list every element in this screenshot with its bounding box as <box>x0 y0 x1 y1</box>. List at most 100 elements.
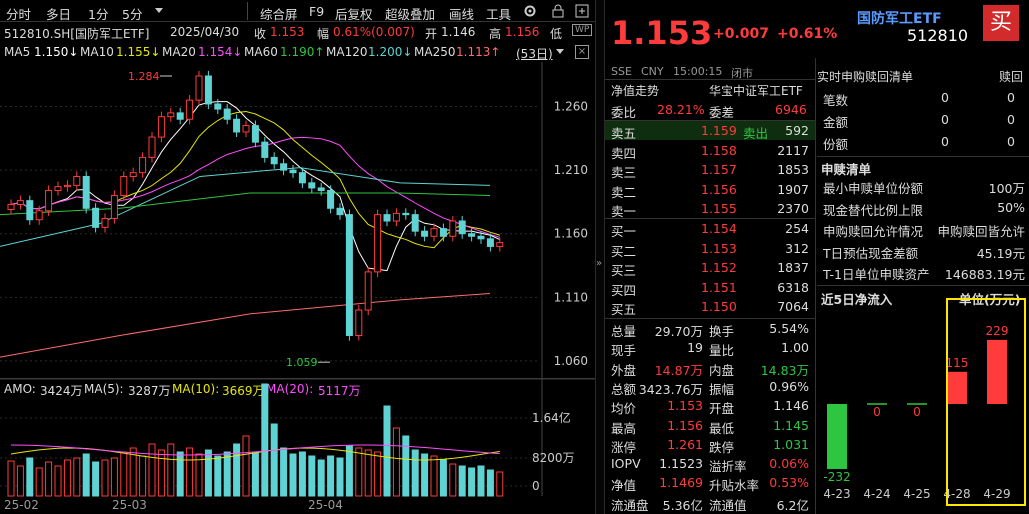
order-book-row[interactable]: 买三 1.152 1837 <box>605 258 815 278</box>
candle-body <box>308 182 316 189</box>
order-book-row[interactable]: 卖四 1.158 2117 <box>605 141 815 161</box>
candle-body <box>392 212 400 222</box>
quote-info-bar: 512810.SH[国防军工ETF] 2025/04/30 收 1.153 幅 … <box>0 22 595 42</box>
order-book-row[interactable]: 卖一 1.155 2370 <box>605 199 815 219</box>
ratio-value: 28.21% <box>657 102 705 117</box>
draw-line-button[interactable]: 画线 <box>449 7 475 22</box>
sub-value: 45.19元 <box>976 245 1025 261</box>
close-value: 1.153 <box>270 25 305 39</box>
order-book-row[interactable]: 买一 1.154 254 <box>605 219 815 239</box>
volume-bar <box>73 457 81 497</box>
stat-label: 振幅 <box>709 381 735 397</box>
volume-bar <box>26 457 34 497</box>
tools-button[interactable]: 工具 <box>486 7 512 22</box>
volume-legend: AMO: 3424万 MA(5): 3287万 MA(10): 3669万 MA… <box>0 380 595 398</box>
chevron-down-icon[interactable] <box>556 49 564 54</box>
level-volume: 312 <box>785 240 809 256</box>
chevron-down-icon[interactable] <box>155 8 163 13</box>
tab-1min[interactable]: 1分 <box>88 7 109 22</box>
stat-label: 内盘 <box>709 362 735 378</box>
close-icon[interactable]: × <box>575 45 589 59</box>
kline-chart[interactable]: 1.060 1.110 1.160 1.210 1.260 1.284 1.059 <box>0 62 595 380</box>
level-label: 卖三 <box>611 165 637 180</box>
date-tick: 25-04 <box>308 498 343 512</box>
collapse-arrow-icon[interactable]: » <box>596 258 603 269</box>
lock-icon[interactable] <box>550 3 566 19</box>
tab-issuer[interactable]: 华宝中证军工ETF <box>709 84 803 98</box>
order-book-row[interactable]: 卖五 1.159 卖出 592 <box>605 121 815 141</box>
close-label: 收 <box>254 27 267 41</box>
volume-bar <box>82 453 90 497</box>
candle-body <box>345 214 353 336</box>
order-book-row[interactable]: 买二 1.153 312 <box>605 239 815 259</box>
inflow-value-label: 115 <box>946 356 969 370</box>
toolbar-divider <box>247 2 248 20</box>
volume-chart[interactable]: 1.64亿 8200万 0 <box>0 378 595 498</box>
price-change-pct: +0.61% <box>777 26 838 42</box>
gear-icon[interactable] <box>522 3 538 19</box>
level-price: 1.151 <box>701 279 737 295</box>
back-adjust-button[interactable]: 后复权 <box>335 7 373 22</box>
ma250-line <box>0 293 491 358</box>
order-book-row[interactable]: 卖二 1.156 1907 <box>605 180 815 200</box>
stat-label: 升贴水率 <box>709 478 760 494</box>
tab-intraday[interactable]: 分时 <box>6 7 32 22</box>
super-overlay-button[interactable]: 超级叠加 <box>385 7 436 22</box>
sub-rows: 最小申赎单位份额 100万 现金替代比例上限 50% 申购赎回允许情况 申购赎回皆允… <box>817 176 1029 286</box>
inflow-value-label: -232 <box>823 470 850 484</box>
candle-body <box>355 309 363 336</box>
tab-5min[interactable]: 5分 <box>122 7 143 22</box>
info-date: 2025/04/30 <box>170 25 240 39</box>
volume-bar <box>186 447 194 497</box>
order-book-row[interactable]: 买四 1.151 6318 <box>605 278 815 298</box>
level-volume: 7064 <box>777 299 809 314</box>
candle-body <box>242 125 250 133</box>
level-price: 1.156 <box>701 181 737 197</box>
level-volume: 1853 <box>777 162 809 177</box>
candle-body <box>233 118 241 133</box>
buy-button[interactable]: 买 <box>983 5 1019 41</box>
panel-divider[interactable]: » <box>595 0 605 514</box>
stat-label: 开盘 <box>709 401 735 417</box>
volume-bar <box>110 457 118 497</box>
stat-value: 3423.76万 <box>638 381 703 397</box>
vol-ma5-value: 3287万 <box>128 384 171 398</box>
volume-bar <box>477 465 485 497</box>
volume-bar <box>317 459 325 497</box>
volume-bar <box>327 455 335 497</box>
ma250-value: 1.113↑ <box>456 45 501 59</box>
sub-header: 申赎清单 <box>817 156 1029 177</box>
date-axis: 25-02 25-03 25-04 <box>0 497 595 514</box>
candle-body <box>176 112 184 120</box>
security-name[interactable]: 国防军工ETF <box>857 11 942 27</box>
candle-body <box>167 112 175 118</box>
stat-value: 0.96% <box>769 378 809 394</box>
composite-screen-button[interactable]: 综合屏 <box>260 7 298 22</box>
high-mark-label: 1.284 <box>128 70 160 83</box>
expand-icon[interactable] <box>574 3 590 19</box>
candle-body <box>101 217 109 228</box>
low-label: 低 <box>550 27 563 41</box>
candle-body <box>261 141 269 158</box>
high-label: 高 <box>489 27 502 41</box>
ma120-value: 1.200↓ <box>368 45 413 59</box>
candle-body <box>251 125 259 143</box>
volume-bar <box>298 451 306 497</box>
stat-row: 外盘 14.87万 内盘 14.83万 <box>605 358 815 378</box>
stat-value: 14.87万 <box>654 362 703 378</box>
candle-body <box>35 210 43 221</box>
volume-bar <box>251 451 259 497</box>
redeem-value: 0 <box>941 90 949 105</box>
f9-button[interactable]: F9 <box>309 4 325 19</box>
stat-label: 流通值 <box>709 497 747 513</box>
days-selector[interactable]: (53日) <box>516 47 553 61</box>
tab-multiday[interactable]: 多日 <box>46 7 72 22</box>
wp-icon[interactable]: WP <box>572 24 593 36</box>
volume-bar <box>383 405 391 497</box>
candle-body <box>82 175 90 209</box>
high-value: 1.156 <box>505 25 540 39</box>
tab-nav-trend[interactable]: 净值走势 <box>611 84 660 98</box>
order-book-row[interactable]: 卖三 1.157 1853 <box>605 160 815 180</box>
candle-body <box>430 228 438 237</box>
order-book-row[interactable]: 买五 1.150 7064 <box>605 297 815 317</box>
